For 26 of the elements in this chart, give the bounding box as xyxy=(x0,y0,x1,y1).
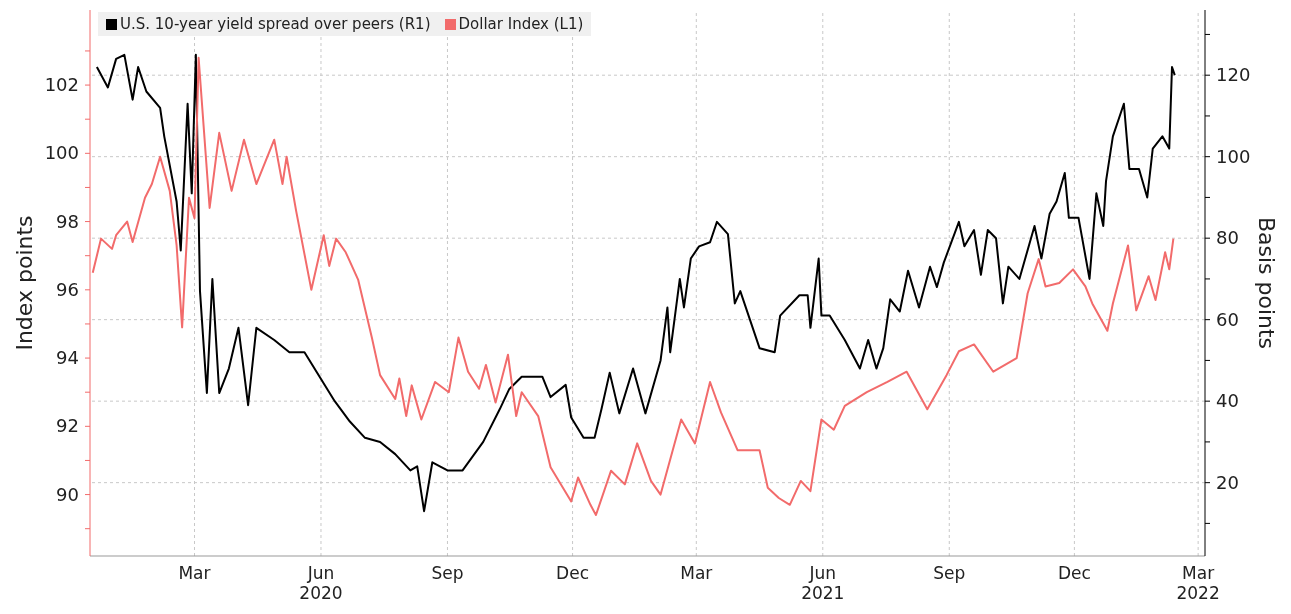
y2-axis-title: Basis points xyxy=(1254,216,1280,350)
y-tick-label: 92 xyxy=(56,415,79,437)
x-tick-label: Mar xyxy=(680,563,713,583)
x-tick-label: Sep xyxy=(933,563,966,583)
x-tick-label: Mar 2022 xyxy=(1176,563,1220,603)
y2-tick-label: 120 xyxy=(1216,64,1251,86)
x-tick-label: Jun 2021 xyxy=(801,563,845,603)
y2-tick-label: 100 xyxy=(1216,145,1251,167)
legend-label: Dollar Index (L1) xyxy=(457,15,584,33)
y-tick-label: 94 xyxy=(56,347,79,369)
y-tick-label: 90 xyxy=(56,483,79,505)
x-tick-label: Dec xyxy=(1057,563,1091,583)
y-tick-label: 96 xyxy=(56,278,79,300)
legend-label: U.S. 10-year yield spread over peers (R1) xyxy=(119,15,431,33)
y-tick-label: 102 xyxy=(44,74,79,96)
x-tick-label: Sep xyxy=(431,563,464,583)
x-tick-label: Mar xyxy=(178,563,211,583)
x-tick-label: Dec xyxy=(556,563,590,583)
y2-tick-label: 40 xyxy=(1216,390,1239,412)
y2-tick-label: 80 xyxy=(1216,227,1239,249)
y-axis-title: Index points xyxy=(11,215,37,351)
x-tick-label: Jun 2020 xyxy=(299,563,343,603)
y2-tick-label: 20 xyxy=(1216,471,1239,493)
y-tick-label: 98 xyxy=(56,210,79,232)
y2-tick-label: 60 xyxy=(1216,308,1239,330)
y-tick-label: 100 xyxy=(44,142,79,164)
